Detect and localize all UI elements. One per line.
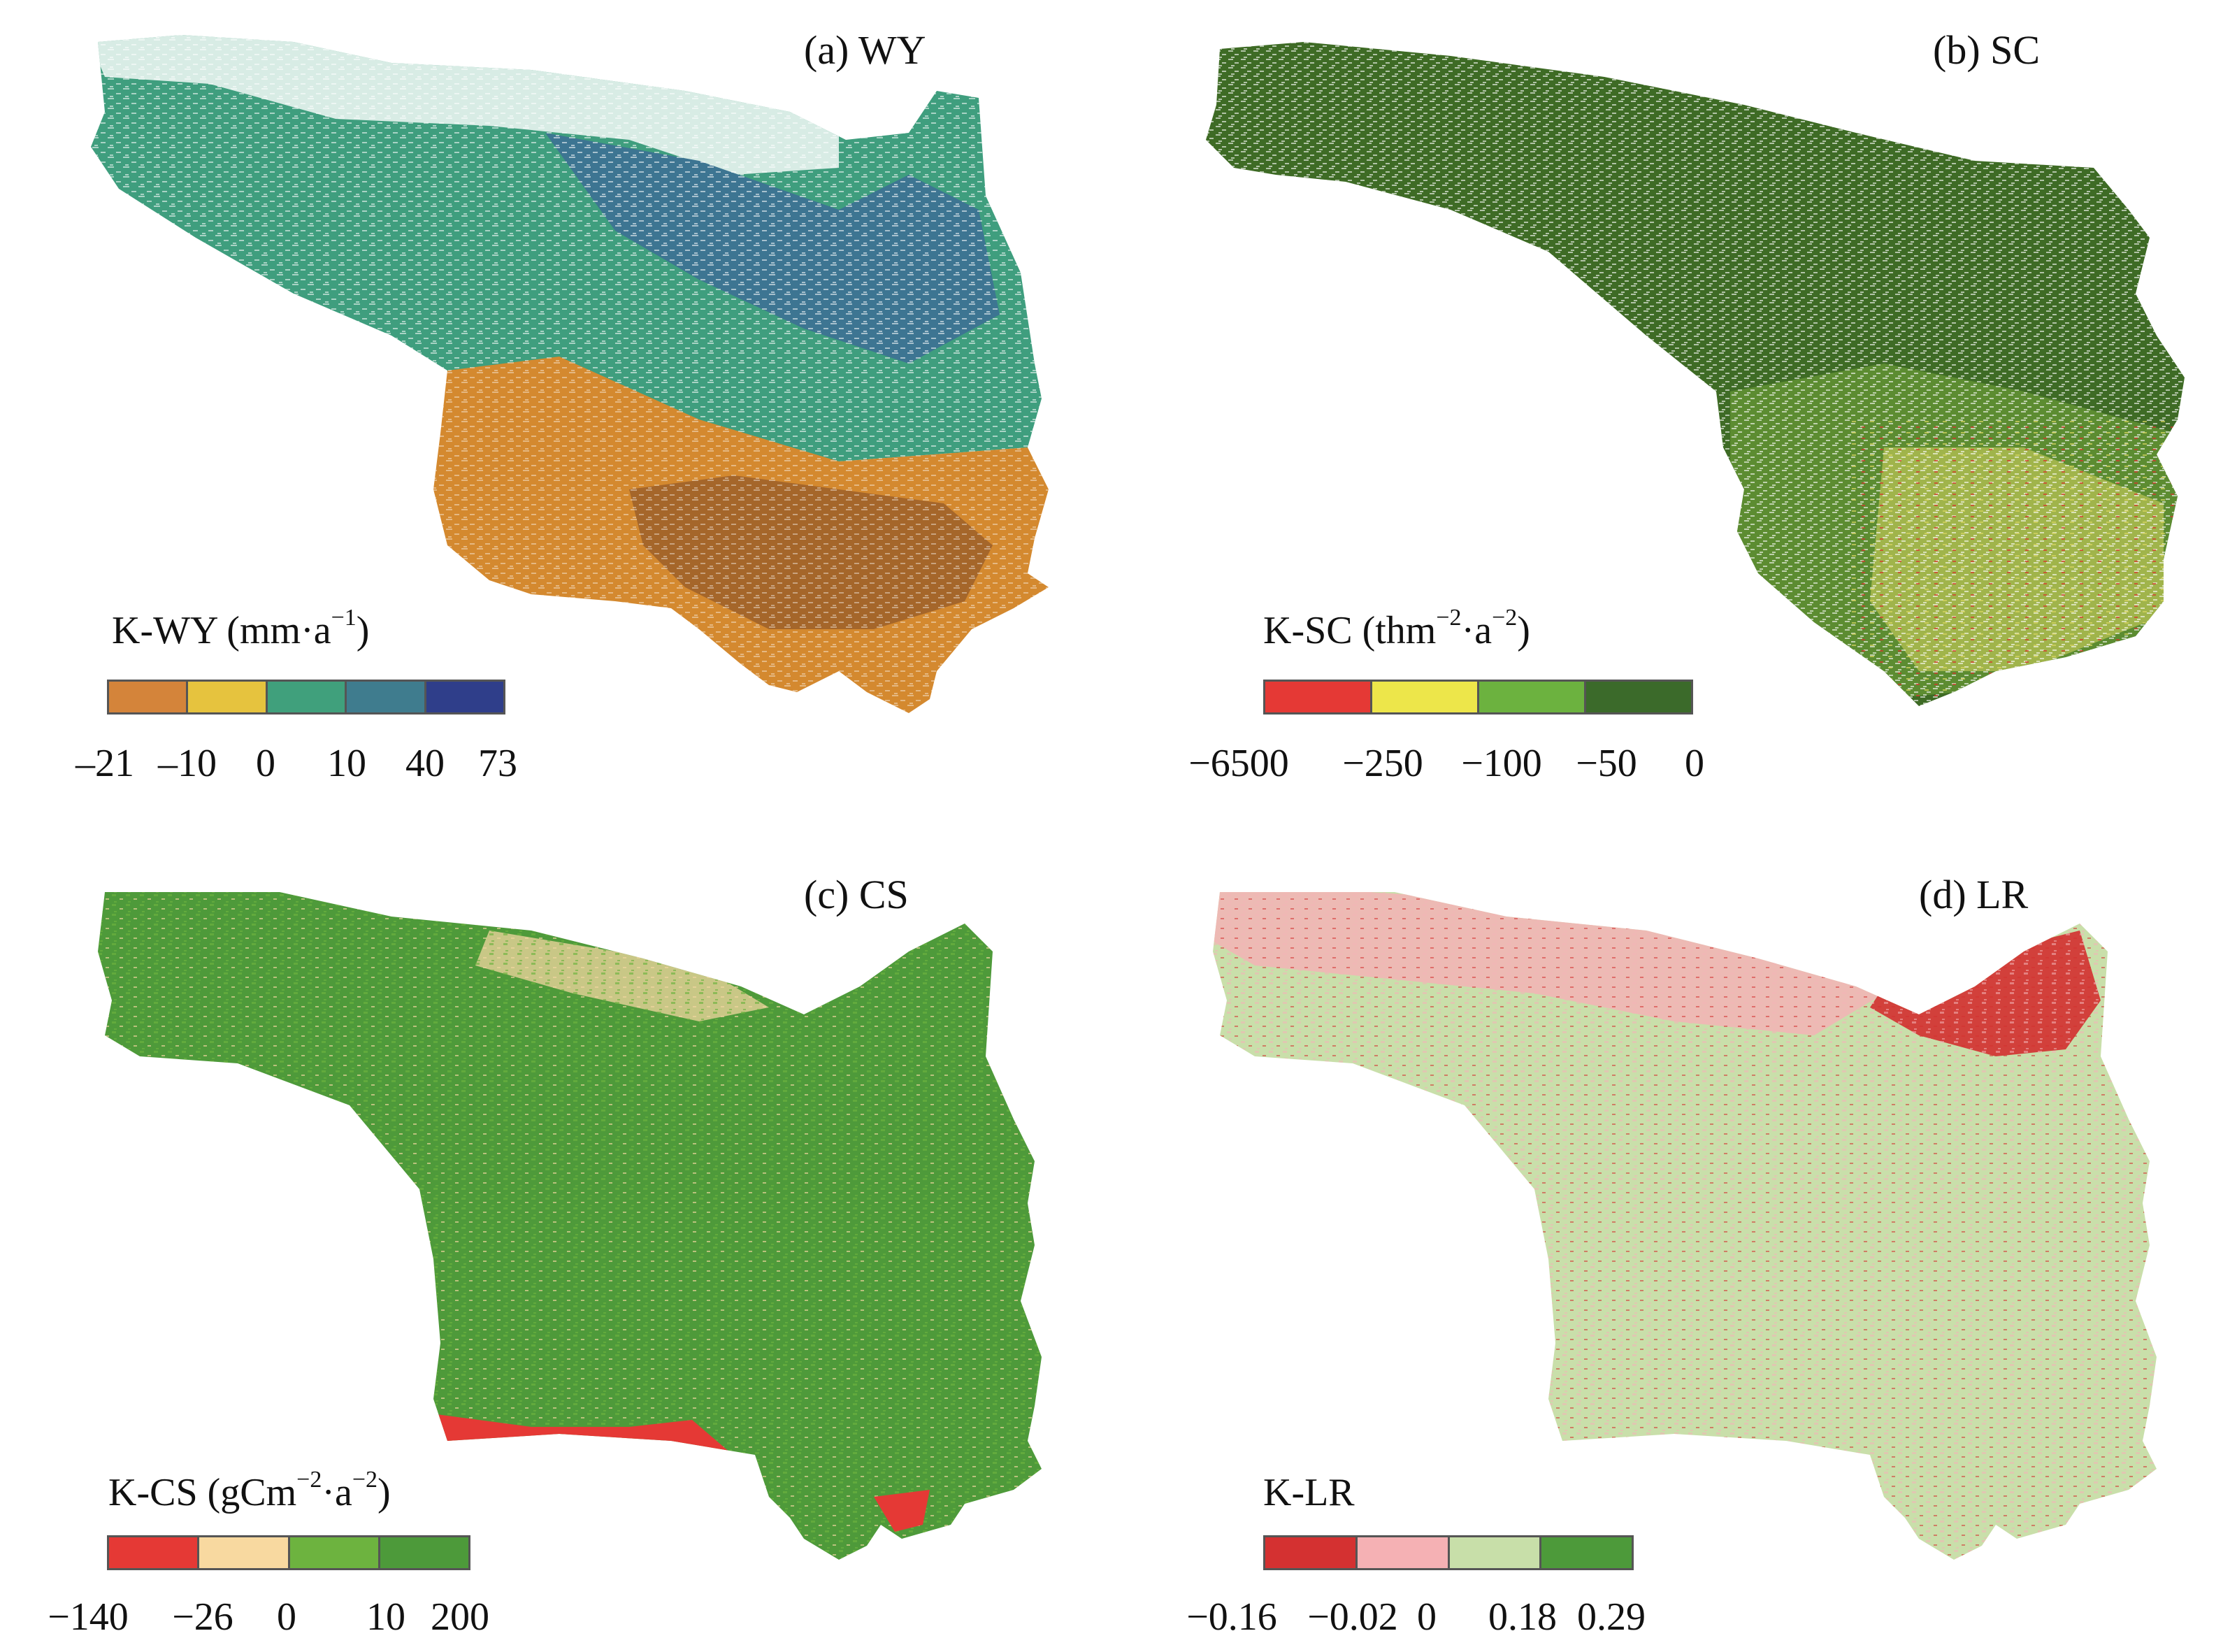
legend-bar-c: [107, 1535, 470, 1570]
legend-swatch: [199, 1537, 290, 1568]
legend-bar-d: [1263, 1535, 1634, 1570]
legend-unit-tail-c: ): [377, 1471, 391, 1514]
legend-unit-mid-b: ·a: [1461, 609, 1492, 652]
legend-tick-b: −6500: [1188, 742, 1289, 785]
legend-unit-sup-c: −2: [296, 1467, 322, 1493]
legend-tick-d: 0.29: [1577, 1595, 1646, 1639]
legend-swatch: [1372, 682, 1479, 712]
lr-map: [1213, 892, 2157, 1560]
legend-unit-sup2-c: −2: [352, 1467, 378, 1493]
legend-swatch: [1357, 1537, 1450, 1568]
cs-map: [98, 892, 1042, 1560]
cs-red-edge-2: [874, 1490, 930, 1532]
legend-tick-b: −50: [1576, 742, 1637, 785]
legend-unit-sup-a: −1: [331, 605, 357, 631]
legend-unit-mid-c: ·a: [322, 1471, 352, 1514]
legend-title-c: K-CS (gCm−2·a−2): [108, 1467, 391, 1515]
legend-unit-tail-a: ): [356, 609, 370, 652]
legend-title-c-text: K-CS (gCm: [108, 1471, 297, 1514]
legend-title-d: K-LR: [1263, 1470, 1355, 1515]
panel-sc: (b) SC K-SC (thm−2·a−2) −6500 −250 −100 …: [1115, 0, 2230, 825]
legend-tick-c: −140: [48, 1595, 129, 1639]
legend-tick-a: 73: [478, 742, 517, 785]
sc-map: [1206, 42, 2185, 706]
panel-title-d: (d) LR: [1919, 872, 2029, 917]
cs-red-edge: [426, 1413, 769, 1497]
panel-lr: (d) LR K-LR −0.16 −0.02 0 0.18 0.29: [1115, 826, 2230, 1651]
panel-title-b: (b) SC: [1933, 27, 2041, 73]
legend-tick-a: 40: [405, 742, 445, 785]
legend-swatch: [1541, 1537, 1632, 1568]
legend-tick-c: 200: [431, 1595, 489, 1639]
legend-swatch: [1265, 1537, 1358, 1568]
legend-swatch: [1449, 1537, 1542, 1568]
legend-swatch: [109, 682, 189, 712]
legend-tick-c: 10: [366, 1595, 405, 1639]
legend-tick-a: 10: [327, 742, 366, 785]
panel-wy: (a) WY K-WY (mm·a−1) –21 –10 0 10 40 73: [0, 0, 1115, 825]
legend-tick-a: –10: [158, 742, 217, 785]
legend-title-d-text: K-LR: [1263, 1471, 1355, 1514]
legend-swatch: [188, 682, 268, 712]
legend-tick-d: 0.18: [1488, 1595, 1557, 1639]
legend-tick-a: 0: [256, 742, 275, 785]
legend-swatch: [267, 682, 347, 712]
legend-swatch: [380, 1537, 468, 1568]
legend-tick-c: −26: [172, 1595, 233, 1639]
legend-tick-b: −100: [1461, 742, 1542, 785]
legend-bar-b: [1263, 680, 1693, 714]
legend-swatch: [426, 682, 504, 712]
legend-swatch: [1479, 682, 1586, 712]
legend-title-b: K-SC (thm−2·a−2): [1263, 605, 1530, 653]
wy-map: [91, 35, 1049, 713]
panel-cs: (c) CS K-CS (gCm−2·a−2) −140 −26 0 10 20…: [0, 826, 1115, 1651]
legend-unit-sup2-b: −2: [1492, 605, 1518, 631]
panel-title-c: (c) CS: [804, 872, 909, 917]
legend-tick-c: 0: [277, 1595, 296, 1639]
legend-title-a-text: K-WY (mm·a: [112, 609, 331, 652]
legend-swatch: [347, 682, 426, 712]
panel-title-a: (a) WY: [804, 27, 926, 73]
legend-tick-d: 0: [1417, 1595, 1437, 1639]
legend-bar-a: [107, 680, 505, 714]
legend-tick-d: −0.16: [1186, 1595, 1277, 1639]
legend-tick-b: 0: [1685, 742, 1704, 785]
legend-unit-sup-b: −2: [1436, 605, 1462, 631]
legend-tick-d: −0.02: [1307, 1595, 1398, 1639]
legend-title-b-text: K-SC (thm: [1263, 609, 1437, 652]
legend-title-a: K-WY (mm·a−1): [112, 605, 370, 653]
legend-swatch: [1265, 682, 1372, 712]
legend-tick-a: –21: [75, 742, 134, 785]
legend-swatch: [289, 1537, 380, 1568]
legend-swatch: [109, 1537, 200, 1568]
legend-swatch: [1586, 682, 1691, 712]
legend-tick-b: −250: [1342, 742, 1423, 785]
legend-unit-tail-b: ): [1517, 609, 1530, 652]
